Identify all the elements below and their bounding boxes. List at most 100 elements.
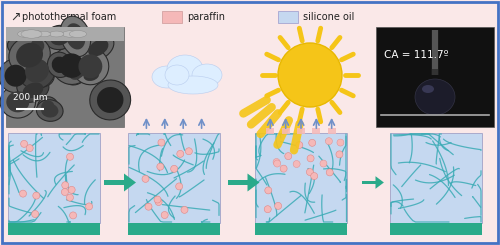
FancyBboxPatch shape xyxy=(6,27,124,127)
Ellipse shape xyxy=(48,52,72,77)
FancyBboxPatch shape xyxy=(390,133,482,223)
Circle shape xyxy=(33,192,40,199)
Circle shape xyxy=(285,153,292,160)
Ellipse shape xyxy=(49,31,64,37)
Circle shape xyxy=(154,196,161,203)
Ellipse shape xyxy=(0,59,32,93)
FancyBboxPatch shape xyxy=(328,128,336,134)
Circle shape xyxy=(142,175,149,182)
FancyBboxPatch shape xyxy=(278,11,298,23)
FancyBboxPatch shape xyxy=(162,11,182,23)
Circle shape xyxy=(66,194,73,201)
Ellipse shape xyxy=(17,81,33,96)
Circle shape xyxy=(186,148,192,155)
Ellipse shape xyxy=(16,43,43,68)
Ellipse shape xyxy=(80,67,104,84)
Circle shape xyxy=(170,165,177,172)
Circle shape xyxy=(337,139,344,146)
Text: photothermal foam: photothermal foam xyxy=(22,12,116,22)
Polygon shape xyxy=(376,176,384,189)
FancyBboxPatch shape xyxy=(390,223,482,235)
Circle shape xyxy=(280,165,287,172)
FancyBboxPatch shape xyxy=(312,128,320,134)
Ellipse shape xyxy=(41,100,54,113)
Circle shape xyxy=(320,160,327,167)
FancyBboxPatch shape xyxy=(8,133,100,223)
Ellipse shape xyxy=(422,85,434,93)
Ellipse shape xyxy=(30,39,44,53)
Circle shape xyxy=(296,142,303,148)
Ellipse shape xyxy=(82,35,114,61)
Ellipse shape xyxy=(27,35,48,57)
FancyBboxPatch shape xyxy=(255,133,347,223)
Ellipse shape xyxy=(88,39,108,57)
Ellipse shape xyxy=(44,25,74,49)
Ellipse shape xyxy=(60,16,90,57)
Circle shape xyxy=(86,203,92,210)
Ellipse shape xyxy=(53,32,64,36)
Ellipse shape xyxy=(97,87,124,113)
FancyBboxPatch shape xyxy=(8,223,100,235)
Ellipse shape xyxy=(37,31,51,37)
Circle shape xyxy=(70,212,76,219)
Ellipse shape xyxy=(152,66,182,88)
Circle shape xyxy=(336,151,343,158)
Circle shape xyxy=(274,202,281,209)
FancyBboxPatch shape xyxy=(362,181,376,184)
Circle shape xyxy=(274,160,280,167)
Circle shape xyxy=(326,138,332,145)
FancyBboxPatch shape xyxy=(282,128,290,134)
Circle shape xyxy=(66,153,73,160)
Circle shape xyxy=(326,169,333,176)
Ellipse shape xyxy=(69,31,86,37)
Ellipse shape xyxy=(17,78,49,102)
Ellipse shape xyxy=(0,86,36,118)
FancyBboxPatch shape xyxy=(128,133,220,223)
Circle shape xyxy=(158,139,165,146)
Circle shape xyxy=(20,140,28,147)
Text: silicone oil: silicone oil xyxy=(303,12,354,22)
Ellipse shape xyxy=(38,72,54,87)
Ellipse shape xyxy=(36,100,63,121)
Circle shape xyxy=(176,183,182,190)
Circle shape xyxy=(20,190,26,197)
Circle shape xyxy=(293,160,300,168)
Circle shape xyxy=(68,186,75,193)
Ellipse shape xyxy=(90,80,130,120)
Ellipse shape xyxy=(25,59,49,83)
Ellipse shape xyxy=(4,65,26,87)
Ellipse shape xyxy=(8,39,26,55)
Ellipse shape xyxy=(94,35,110,48)
Circle shape xyxy=(32,210,38,218)
Ellipse shape xyxy=(21,30,42,38)
FancyBboxPatch shape xyxy=(266,128,274,134)
Ellipse shape xyxy=(415,79,455,115)
Text: paraffin: paraffin xyxy=(187,12,225,22)
Circle shape xyxy=(62,182,68,189)
Circle shape xyxy=(273,159,280,166)
Ellipse shape xyxy=(168,76,218,94)
Ellipse shape xyxy=(72,48,109,85)
Circle shape xyxy=(265,187,272,194)
Text: $\nearrow$: $\nearrow$ xyxy=(8,11,21,24)
Circle shape xyxy=(155,198,162,206)
Ellipse shape xyxy=(59,53,84,78)
Circle shape xyxy=(177,150,184,157)
Ellipse shape xyxy=(50,30,70,45)
Text: CA = 111.7º: CA = 111.7º xyxy=(384,50,448,60)
Circle shape xyxy=(306,169,314,175)
Circle shape xyxy=(145,203,152,210)
FancyBboxPatch shape xyxy=(228,180,248,185)
Ellipse shape xyxy=(30,48,48,62)
Ellipse shape xyxy=(22,83,44,98)
Circle shape xyxy=(310,172,318,180)
Circle shape xyxy=(26,145,33,152)
Ellipse shape xyxy=(52,47,91,85)
Ellipse shape xyxy=(64,56,92,85)
Ellipse shape xyxy=(52,57,68,73)
Ellipse shape xyxy=(24,30,43,38)
FancyBboxPatch shape xyxy=(376,27,494,127)
Ellipse shape xyxy=(66,23,86,49)
Ellipse shape xyxy=(18,31,35,37)
Circle shape xyxy=(157,163,164,170)
